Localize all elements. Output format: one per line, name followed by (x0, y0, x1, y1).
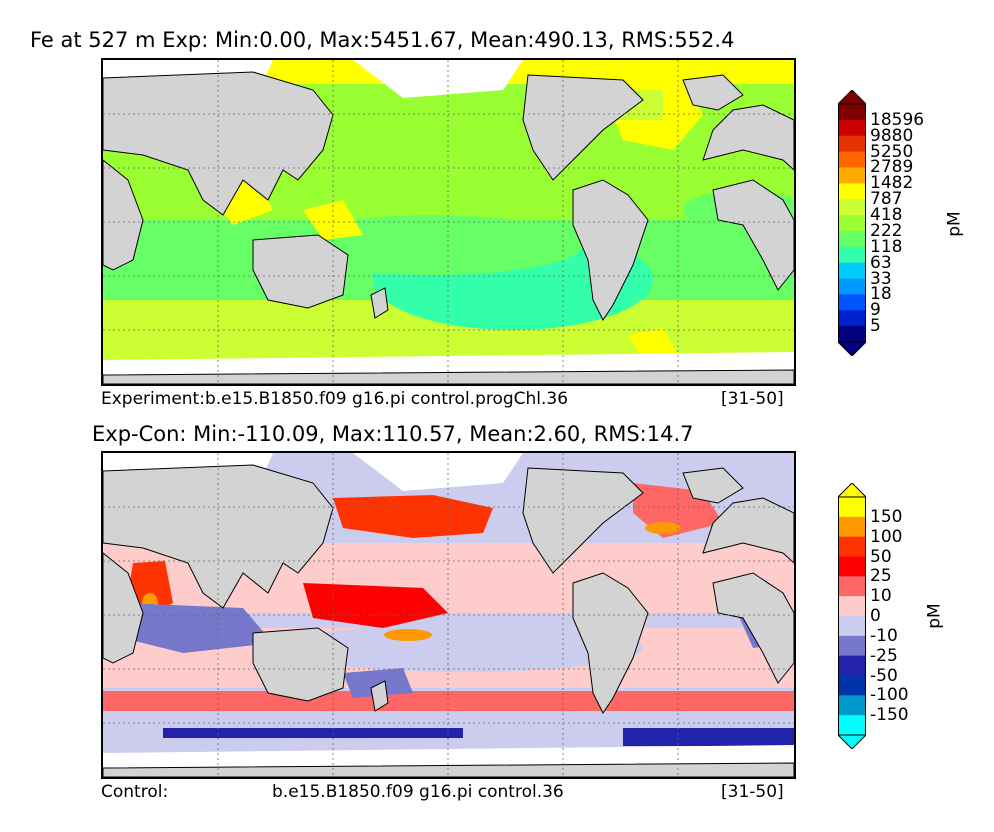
bottom-missing-arctic-c (353, 453, 523, 491)
top-colorbar-tick-label: 2789 (870, 157, 914, 178)
bottom-control-caption: b.e15.B1850.f09 g16.pi control.36 (272, 782, 564, 802)
bottom-colorbar-swatch (838, 675, 866, 696)
top-colorbar-frame (838, 103, 866, 343)
top-colorbar-tick-label: 5250 (870, 141, 914, 162)
bottom-colorbar-unit: pM (924, 603, 945, 629)
bottom-colorbar-tick-label: 25 (870, 566, 892, 587)
top-colorbar-tick-label: 18 (870, 284, 892, 305)
top-colorbar-swatch (838, 135, 866, 153)
bottom-colorbar-swatch (838, 616, 866, 637)
bottom-colorbar-swatch (838, 695, 866, 716)
bottom-west-pacific-red (303, 583, 448, 628)
top-colorbar-swatch (838, 310, 866, 327)
bottom-colorbar-tick-label: 10 (870, 586, 892, 607)
top-colorbar-tick-label: 63 (870, 252, 892, 273)
top-colorbar-swatch (838, 167, 866, 184)
bottom-atlantic-orange (645, 522, 681, 534)
top-colorbar-swatch (838, 262, 866, 280)
top-colorbar-tick-label: 5 (870, 316, 881, 337)
top-colorbar-swatch (838, 151, 866, 168)
top-colorbar-swatch (838, 199, 866, 216)
bottom-colorbar-extend-bottom (836, 734, 868, 750)
bottom-southern-deep-blue-e (623, 728, 794, 746)
bottom-southern-red-streak (103, 691, 794, 711)
top-colorbar-swatch (838, 294, 866, 311)
top-map-canvas (103, 60, 794, 384)
top-colorbar-unit: pM (944, 211, 965, 237)
top-colorbar-tick-label: 9880 (870, 125, 914, 146)
top-colorbar-tick-label: 18596 (870, 109, 925, 130)
top-missing-arctic-c (353, 60, 523, 98)
top-colorbar (836, 89, 868, 357)
bottom-colorbar (836, 482, 868, 750)
bottom-control-label: Control: (101, 782, 169, 802)
top-colorbar-tick-label: 118 (870, 236, 903, 257)
bottom-southern-deep-blue (163, 728, 463, 738)
top-land (103, 71, 794, 384)
top-graticule (103, 60, 794, 384)
bottom-pacific-orange (384, 629, 432, 641)
bottom-north-pacific-red (333, 495, 493, 538)
top-colorbar-tick-label: 9 (870, 300, 881, 321)
bottom-colorbar-tick-label: -50 (870, 665, 898, 686)
top-colorbar-swatch (838, 230, 866, 248)
top-colorbar-swatch (838, 246, 866, 264)
top-colorbar-swatch (838, 104, 866, 121)
top-colorbar-tick-label: 222 (870, 220, 903, 241)
bottom-colorbar-swatch (838, 536, 866, 557)
bottom-map-title: Exp-Con: Min:-110.09, Max:110.57, Mean:2… (92, 422, 694, 446)
bottom-colorbar-swatch (838, 596, 866, 617)
top-colorbar-tick-label: 787 (870, 189, 903, 210)
top-colorbar-swatch (838, 183, 866, 200)
bottom-colorbar-swatch (838, 715, 866, 736)
bottom-colorbar-tick-label: 150 (870, 506, 903, 527)
bottom-tasman-blue (343, 668, 413, 698)
bottom-colorbar-extend-top (836, 482, 868, 498)
bottom-colorbar-tick-label: -25 (870, 645, 898, 666)
bottom-colorbar-tick-label: 0 (870, 606, 881, 626)
bottom-colorbar-tick-label: -10 (870, 625, 898, 646)
top-colorbar-extend-bottom (836, 341, 868, 357)
bottom-colorbar-swatch (838, 516, 866, 538)
bottom-map-panel (101, 451, 796, 779)
bottom-colorbar-tick-label: -150 (870, 705, 909, 726)
bottom-colorbar-swatch (838, 556, 866, 577)
top-colorbar-swatch (838, 278, 866, 295)
bottom-colorbar-tick-label: -100 (870, 685, 909, 706)
bottom-equatorial-blue (283, 624, 643, 672)
top-map-panel (101, 58, 796, 386)
top-colorbar-tick-label: 33 (870, 268, 892, 289)
top-map-title: Fe at 527 m Exp: Min:0.00, Max:5451.67, … (30, 28, 735, 52)
bottom-colorbar-tick-label: 100 (870, 526, 903, 547)
bottom-colorbar-frame (838, 496, 866, 736)
bottom-map-canvas (103, 453, 794, 777)
bottom-graticule (103, 453, 794, 777)
top-colorbar-extend-top (836, 89, 868, 105)
top-colorbar-tick-label: 418 (870, 205, 903, 226)
top-colorbar-swatch (838, 119, 866, 137)
top-colorbar-swatch (838, 215, 866, 232)
top-colorbar-tick-label: 1482 (870, 173, 914, 194)
top-patagonia-yellow (628, 328, 678, 360)
bottom-indian-blue (123, 603, 273, 653)
top-colorbar-canvas (836, 89, 868, 357)
bottom-colorbar-canvas (836, 482, 868, 750)
bottom-period-caption: [31-50] (721, 782, 784, 802)
top-colorbar-swatch (838, 326, 866, 343)
bottom-colorbar-swatch (838, 576, 866, 597)
bottom-colorbar-swatch (838, 655, 866, 676)
bottom-land (103, 464, 794, 777)
top-experiment-caption: Experiment:b.e15.B1850.f09 g16.pi contro… (101, 389, 569, 409)
bottom-colorbar-swatch (838, 635, 866, 657)
top-period-caption: [31-50] (721, 389, 784, 409)
bottom-colorbar-swatch (838, 497, 866, 518)
bottom-colorbar-tick-label: 50 (870, 546, 892, 567)
